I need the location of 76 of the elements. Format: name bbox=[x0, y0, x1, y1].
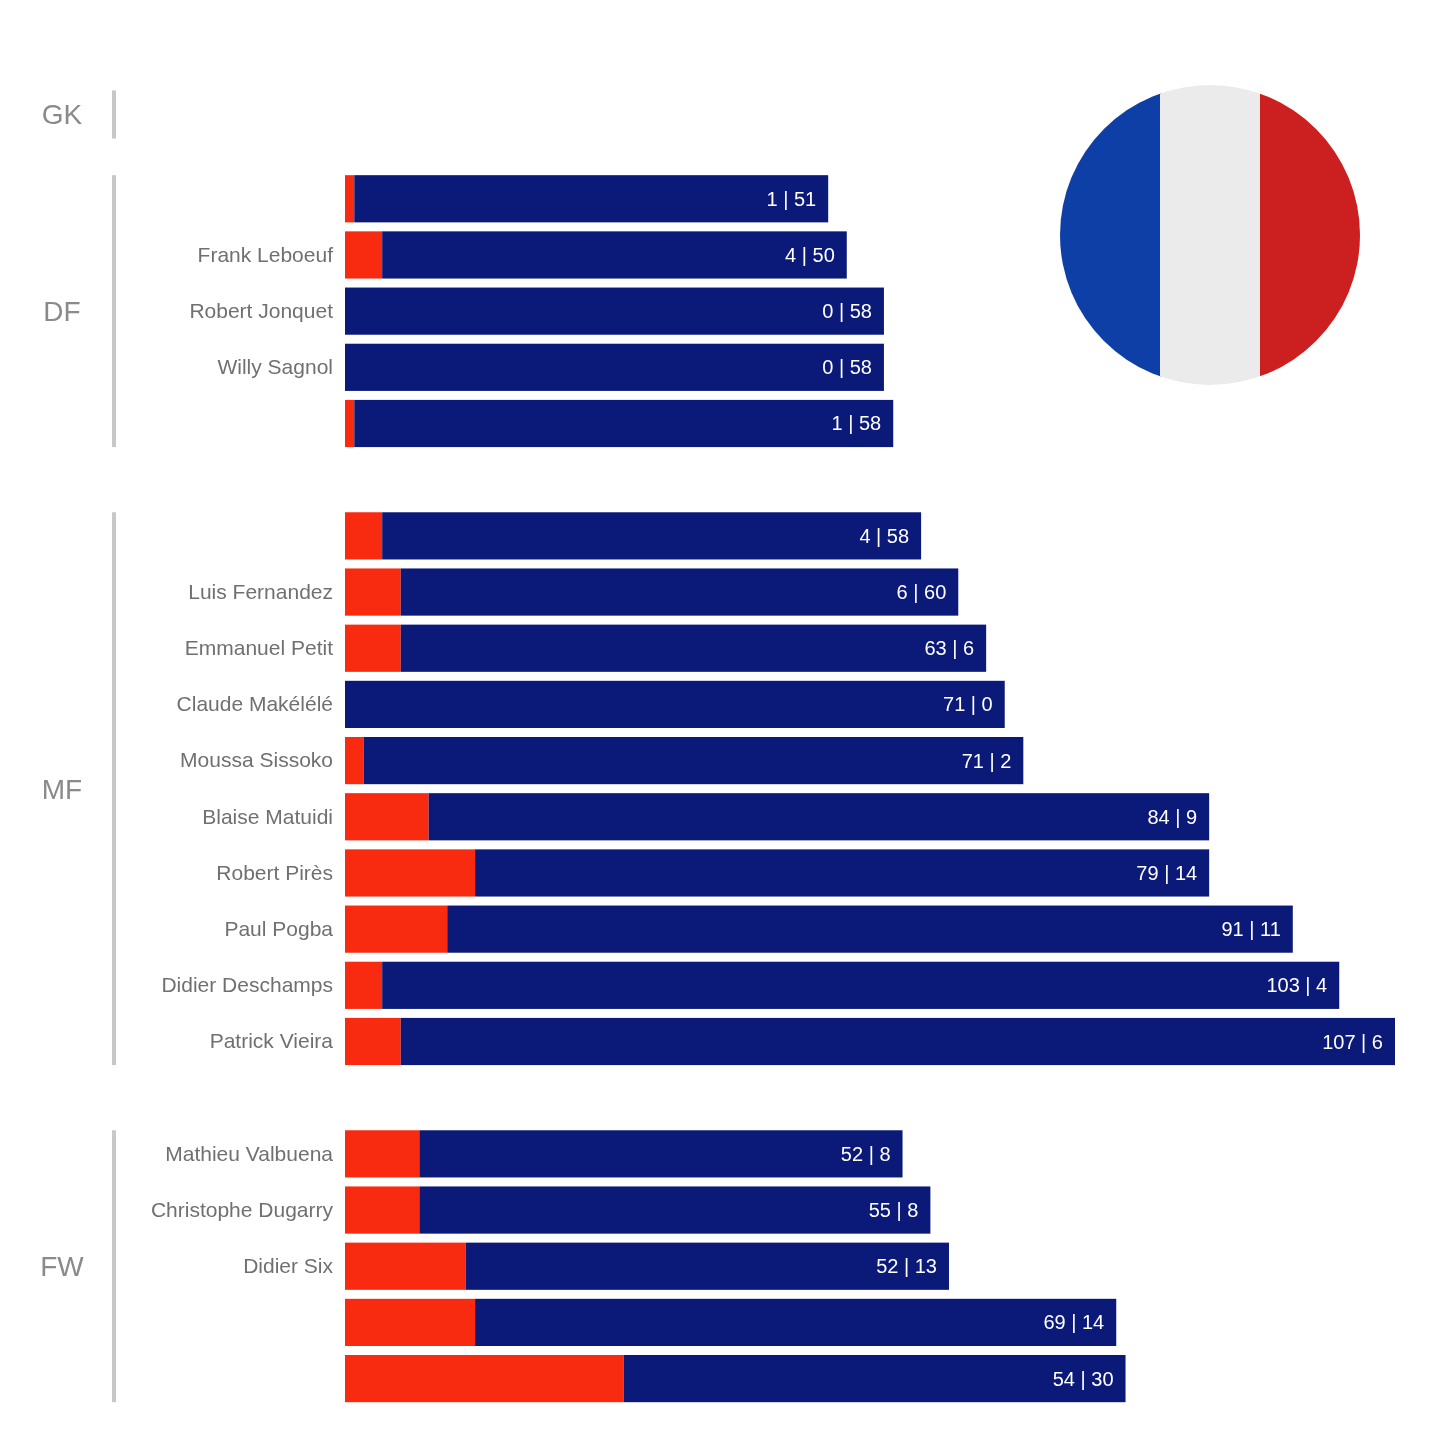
bar bbox=[400, 624, 987, 672]
bar bbox=[428, 793, 1210, 841]
bar bbox=[475, 849, 1210, 897]
bar bbox=[419, 1130, 903, 1178]
bar bbox=[400, 1017, 1395, 1066]
bar bbox=[382, 961, 1340, 1009]
bar bbox=[400, 568, 959, 616]
y-tick-label: Mathieu Valbuena bbox=[165, 1141, 334, 1165]
text: MF bbox=[41, 773, 83, 805]
data-label: 103 | 4 bbox=[1266, 974, 1328, 997]
bar bbox=[345, 793, 429, 841]
y-tick-label: Christophe Dugarry bbox=[150, 1197, 334, 1221]
bar bbox=[345, 905, 448, 953]
data-label: 55 | 8 bbox=[868, 1199, 919, 1222]
bar bbox=[345, 175, 355, 223]
bar bbox=[345, 287, 884, 335]
y-tick-label: Blaise Matuidi bbox=[202, 804, 333, 828]
y-tick-label: Didier Deschamps bbox=[161, 973, 333, 997]
bar bbox=[345, 849, 476, 897]
bar bbox=[475, 1298, 1117, 1347]
bar bbox=[345, 1186, 420, 1234]
data-label: 52 | 13 bbox=[876, 1255, 937, 1278]
y-tick-label: Luis Fernandez bbox=[188, 579, 333, 603]
bar bbox=[382, 512, 922, 560]
bar bbox=[345, 399, 355, 448]
data-label: 1 | 51 bbox=[766, 187, 817, 210]
y-tick-label: Paul Pogba bbox=[224, 916, 334, 940]
data-label: 52 | 8 bbox=[840, 1142, 891, 1165]
data-label: 4 | 58 bbox=[859, 524, 910, 547]
bar bbox=[447, 905, 1293, 953]
bar bbox=[345, 1298, 476, 1347]
bar bbox=[345, 737, 364, 785]
bar bbox=[354, 399, 894, 448]
data-label: 4 | 50 bbox=[785, 243, 835, 266]
y-tick-label: Patrick Vieira bbox=[209, 1029, 334, 1053]
bar bbox=[363, 737, 1024, 785]
y-tick-label: Frank Leboeuf bbox=[197, 242, 334, 266]
bar bbox=[345, 961, 383, 1009]
bar bbox=[345, 1355, 624, 1403]
y-tick-label: Claude Makélélé bbox=[176, 692, 333, 716]
data-label: 71 | 0 bbox=[943, 693, 993, 716]
data-label: 79 | 14 bbox=[1136, 861, 1198, 884]
bar bbox=[345, 343, 884, 391]
data-label: 71 | 2 bbox=[961, 749, 1012, 772]
data-label: 91 | 11 bbox=[1221, 918, 1281, 941]
text: GK bbox=[41, 99, 83, 130]
data-label: 1 | 58 bbox=[831, 412, 882, 435]
bar bbox=[345, 1130, 420, 1178]
y-tick-label: Robert Pirès bbox=[216, 860, 333, 884]
y-tick-label: Emmanuel Petit bbox=[184, 635, 334, 659]
bar bbox=[354, 175, 829, 223]
y-tick-label: Willy Sagnol bbox=[217, 355, 333, 379]
bar bbox=[345, 231, 383, 279]
data-label: 0 | 58 bbox=[822, 356, 872, 379]
bar bbox=[345, 568, 401, 616]
text: DF bbox=[43, 295, 81, 327]
data-label: 63 | 6 bbox=[924, 637, 975, 660]
bar bbox=[419, 1186, 931, 1234]
bar bbox=[345, 1242, 466, 1290]
bar bbox=[465, 1242, 949, 1290]
data-label: 84 | 9 bbox=[1147, 805, 1198, 828]
data-label: 54 | 30 bbox=[1052, 1367, 1114, 1390]
data-label: 6 | 60 bbox=[896, 581, 947, 604]
data-label: 0 | 58 bbox=[822, 300, 872, 323]
data-label: 107 | 6 bbox=[1322, 1030, 1383, 1053]
y-tick-label: Robert Jonquet bbox=[189, 298, 334, 322]
data-label: 69 | 14 bbox=[1043, 1311, 1105, 1334]
bar bbox=[345, 680, 1005, 729]
bar bbox=[382, 231, 847, 279]
bar bbox=[345, 512, 383, 560]
text: FW bbox=[40, 1250, 85, 1282]
y-tick-label: Moussa Sissoko bbox=[180, 748, 333, 772]
bar bbox=[345, 1017, 401, 1066]
bar bbox=[345, 624, 401, 672]
y-tick-label: Didier Six bbox=[243, 1253, 334, 1277]
bar bbox=[623, 1355, 1126, 1403]
